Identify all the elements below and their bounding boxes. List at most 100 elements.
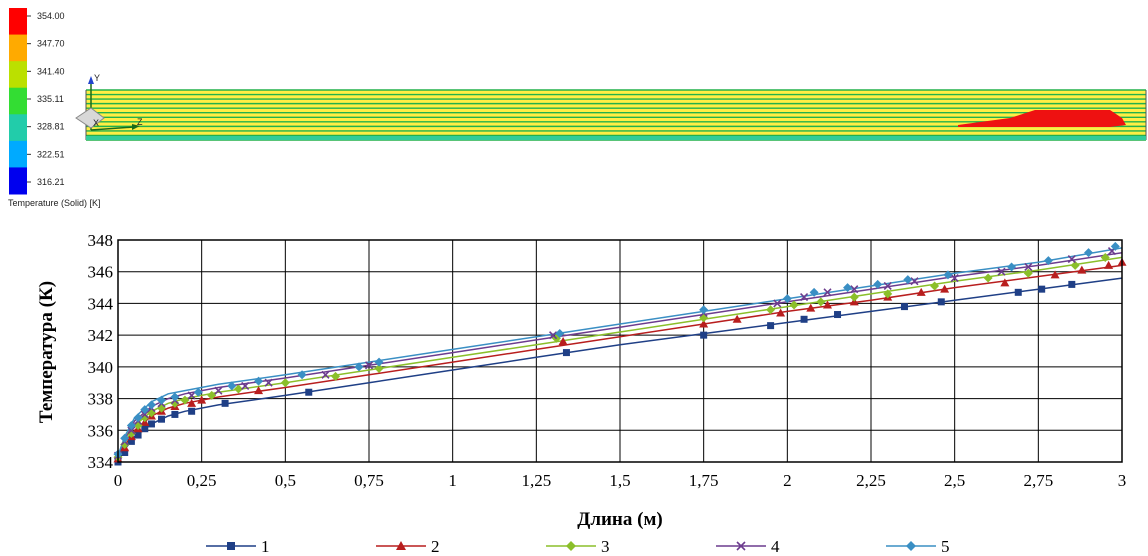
data-point — [789, 300, 799, 310]
colorbar-segment — [9, 61, 27, 89]
y-axis-title: Температура (К) — [36, 281, 57, 423]
data-point — [900, 303, 908, 311]
x-tick-label: 0 — [114, 471, 123, 490]
data-point — [1043, 256, 1053, 266]
data-point — [800, 315, 808, 323]
data-point — [193, 387, 203, 397]
data-point — [1104, 260, 1114, 269]
data-point — [937, 298, 945, 306]
data-point — [321, 370, 330, 379]
chart-series-markers — [113, 241, 1127, 466]
colorbar-segment — [9, 140, 27, 168]
x-tick-label: 2,75 — [1023, 471, 1053, 490]
data-point — [555, 329, 565, 339]
colorbar-tick-label: 316.21 — [37, 177, 65, 187]
triad-z-label: Z — [137, 117, 143, 127]
data-point — [126, 421, 136, 431]
data-point — [809, 287, 819, 297]
legend-label-1: 1 — [261, 537, 270, 556]
data-point — [158, 415, 166, 423]
legend-label-3: 3 — [601, 537, 610, 556]
data-point — [983, 273, 993, 283]
data-point — [221, 399, 229, 407]
x-tick-label: 2 — [783, 471, 792, 490]
data-point — [170, 398, 180, 408]
colorbar-segment — [9, 114, 27, 142]
x-tick-label: 0,5 — [275, 471, 296, 490]
data-point — [1050, 270, 1060, 279]
data-point — [120, 433, 130, 443]
data-point — [849, 292, 859, 302]
x-tick-label: 3 — [1118, 471, 1127, 490]
data-point — [305, 388, 313, 396]
data-point — [364, 361, 374, 370]
data-point — [1038, 285, 1046, 293]
data-point — [126, 428, 136, 438]
data-point — [1067, 254, 1076, 264]
data-point — [241, 381, 250, 390]
x-tick-label: 0,75 — [354, 471, 384, 490]
y-tick-label: 342 — [88, 326, 114, 345]
colorbar-tick-label: 322.51 — [37, 149, 65, 159]
data-point — [997, 267, 1006, 276]
data-point — [773, 299, 782, 308]
data-point — [233, 384, 243, 394]
data-point — [834, 311, 842, 319]
data-point — [1100, 252, 1110, 262]
data-point — [700, 331, 708, 339]
data-point — [157, 395, 167, 405]
colorbar: 354.00 347.70 341.40 335.11 328.81 322.51 316.… — [9, 8, 65, 195]
data-point — [171, 410, 179, 418]
data-point — [254, 376, 264, 386]
y-tick-label: 334 — [88, 453, 114, 472]
data-point — [940, 284, 950, 293]
colorbar-tick-label: 341.40 — [37, 66, 65, 76]
data-point — [806, 303, 816, 312]
data-point — [910, 277, 919, 286]
data-point — [127, 437, 135, 445]
data-point — [950, 273, 959, 283]
data-point — [1014, 288, 1022, 296]
data-point — [180, 395, 190, 405]
y-tick-label: 336 — [88, 421, 114, 440]
data-point — [903, 275, 913, 285]
data-point — [1068, 280, 1076, 288]
data-point — [207, 390, 217, 400]
model-body — [86, 90, 1146, 140]
data-point — [354, 362, 364, 372]
legend: 1 2 3 4 5 — [206, 537, 950, 556]
y-tick-label: 338 — [88, 390, 114, 409]
data-point — [823, 288, 832, 297]
data-point — [133, 413, 143, 423]
data-point — [850, 285, 859, 294]
chart: 0 0,25 0,5 0,75 1 1,25 1,5 1,75 2 2,25 2,5 2,75 3 33… — [36, 231, 1127, 556]
data-point — [227, 381, 237, 391]
data-point — [800, 293, 809, 302]
data-point — [127, 426, 136, 435]
data-point — [187, 398, 197, 407]
colorbar-tick-label: 328.81 — [37, 122, 65, 132]
data-point — [297, 370, 307, 380]
data-point — [134, 431, 142, 439]
data-point — [1023, 268, 1033, 278]
colorbar-title: Temperature (Solid) [K] — [8, 198, 101, 208]
data-point — [120, 440, 130, 450]
colorbar-segment — [9, 87, 27, 115]
data-point — [264, 378, 273, 387]
data-point — [141, 425, 149, 433]
triad-x-label: X — [93, 118, 99, 128]
x-tick-label: 1,75 — [689, 471, 719, 490]
data-point — [883, 281, 892, 291]
data-point — [816, 297, 826, 307]
y-tick-labels: 334 336 338 340 342 344 346 348 — [88, 231, 114, 472]
chart-grid — [117, 239, 1123, 463]
data-point — [374, 363, 384, 373]
x-tick-label: 2,25 — [856, 471, 886, 490]
colorbar-segment — [9, 8, 27, 36]
data-point — [147, 420, 155, 428]
legend-marker-1 — [227, 542, 235, 550]
x-tick-label: 2,5 — [944, 471, 965, 490]
x-tick-label: 1,5 — [609, 471, 630, 490]
data-point — [331, 371, 341, 381]
triad-y-label: Y — [94, 73, 100, 83]
